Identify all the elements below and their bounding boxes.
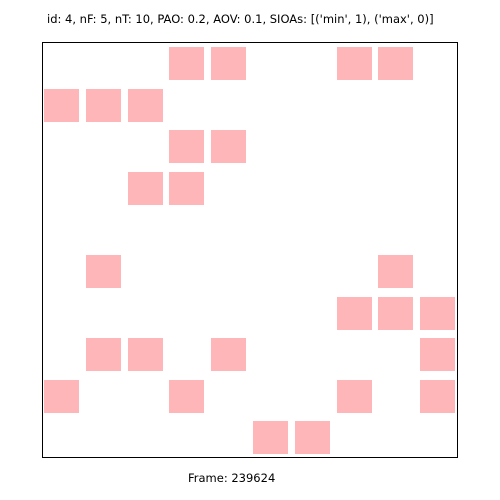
grid-cell-r8-c3 — [169, 380, 204, 413]
grid-cell-r6-c8 — [378, 297, 413, 330]
status-title: id: 4, nF: 5, nT: 10, PAO: 0.2, AOV: 0.1… — [47, 12, 434, 26]
grid-cell-r1-c0 — [44, 89, 79, 122]
grid-cell-r8-c7 — [337, 380, 372, 413]
grid-cell-r8-c0 — [44, 380, 79, 413]
grid-cell-r7-c4 — [211, 338, 246, 371]
grid-cell-r3-c2 — [128, 172, 163, 205]
grid-cell-r9-c5 — [253, 421, 288, 454]
grid-cell-r5-c1 — [86, 255, 121, 288]
grid-cell-r3-c3 — [169, 172, 204, 205]
grid-board — [42, 42, 458, 458]
grid-cell-r7-c2 — [128, 338, 163, 371]
grid-cell-r9-c6 — [295, 421, 330, 454]
grid-cell-r6-c7 — [337, 297, 372, 330]
grid-cell-r6-c9 — [420, 297, 455, 330]
grid-cell-r5-c8 — [378, 255, 413, 288]
grid-cell-r8-c9 — [420, 380, 455, 413]
grid-cell-r2-c4 — [211, 130, 246, 163]
grid-cell-r2-c3 — [169, 130, 204, 163]
grid-cell-r0-c8 — [378, 47, 413, 80]
frame-label: Frame: 239624 — [188, 471, 276, 485]
grid-cell-r7-c9 — [420, 338, 455, 371]
grid-cell-r1-c2 — [128, 89, 163, 122]
grid-cell-r7-c1 — [86, 338, 121, 371]
grid-cell-r1-c1 — [86, 89, 121, 122]
grid-cell-r0-c3 — [169, 47, 204, 80]
grid-cell-r0-c4 — [211, 47, 246, 80]
grid-cell-r0-c7 — [337, 47, 372, 80]
